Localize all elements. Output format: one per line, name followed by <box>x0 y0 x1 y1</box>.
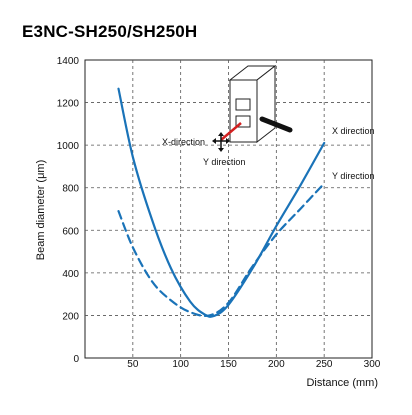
sensor-window-upper <box>235 98 251 111</box>
x-tick-label: 300 <box>364 359 381 370</box>
series-group <box>117 87 326 318</box>
x-tick-label: 250 <box>316 359 333 370</box>
y-tick-label: 800 <box>62 184 79 195</box>
x-tick-label: 100 <box>172 359 189 370</box>
sensor-body-side <box>256 64 276 144</box>
x-tick-labels: 50 100 150 200 250 300 <box>127 359 381 370</box>
grid-lines <box>85 60 372 358</box>
x-tick-label: 200 <box>268 359 285 370</box>
x-direction-annotation: X-direction <box>162 137 205 147</box>
y-direction-annotation: Y direction <box>203 157 245 167</box>
sensor-body-front <box>229 79 258 143</box>
y-tick-labels: 200 400 600 800 1000 1200 1400 0 <box>57 56 80 365</box>
legend-x-direction-label: X direction <box>332 126 375 136</box>
series-line-y-direction <box>117 182 326 318</box>
x-tick-label: 50 <box>127 359 139 370</box>
y-tick-label: 1000 <box>57 141 80 152</box>
y-tick-label: 1200 <box>57 99 80 110</box>
y-tick-label: 200 <box>62 311 79 322</box>
sensor-cable <box>259 116 293 133</box>
y-tick-label: 0 <box>73 354 79 365</box>
legend-y-direction-label: Y direction <box>332 171 374 181</box>
sensor-illustration: X-direction Y direction <box>162 64 293 167</box>
y-tick-label: 1400 <box>57 56 80 67</box>
y-tick-label: 400 <box>62 269 79 280</box>
y-axis-title: Beam diameter (μm) <box>35 160 47 260</box>
x-axis-title: Distance (mm) <box>306 377 378 389</box>
series-line-x-direction <box>117 87 326 318</box>
x-tick-label: 150 <box>220 359 237 370</box>
laser-beam <box>220 122 242 141</box>
sensor-window-lower <box>235 115 251 128</box>
y-tick-label: 600 <box>62 226 79 237</box>
page-title: E3NC-SH250/SH250H <box>22 22 198 41</box>
direction-arrows-icon <box>212 132 230 152</box>
